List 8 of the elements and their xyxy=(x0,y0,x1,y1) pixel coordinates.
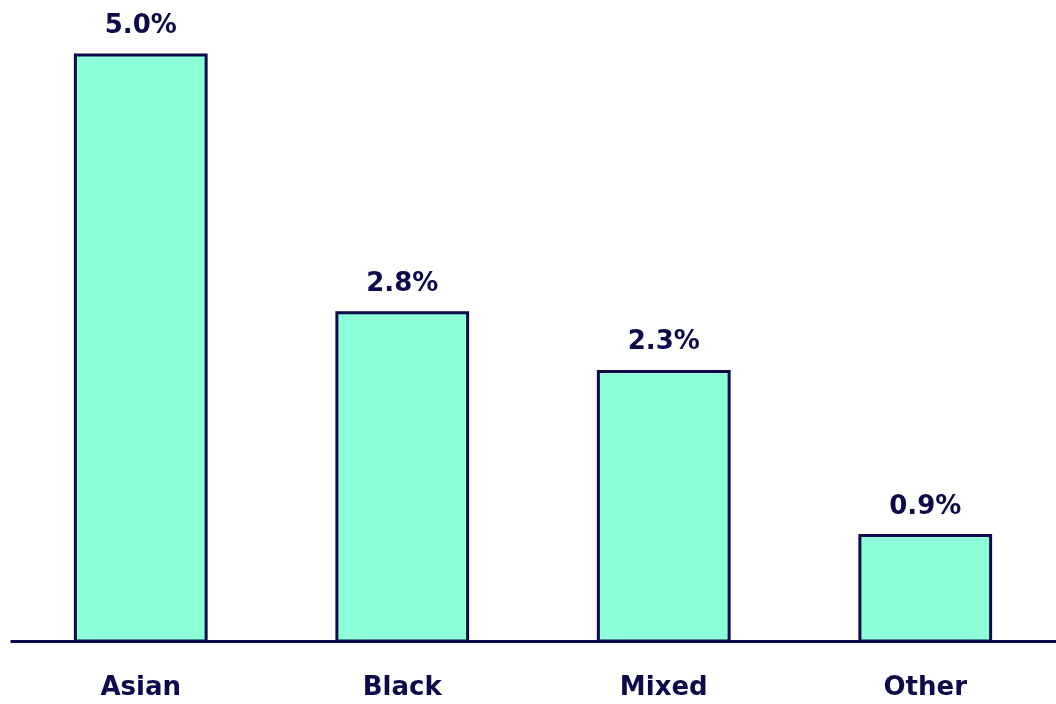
data-label: 2.8% xyxy=(366,266,439,297)
x-tick-label: Other xyxy=(883,670,968,701)
data-label: 5.0% xyxy=(104,9,177,39)
data-label: 2.3% xyxy=(627,325,700,356)
x-tick-label: Mixed xyxy=(619,670,708,701)
x-tick-label: Asian xyxy=(100,670,182,701)
x-tick-label: Black xyxy=(362,670,443,701)
data-label: 0.9% xyxy=(889,489,962,520)
